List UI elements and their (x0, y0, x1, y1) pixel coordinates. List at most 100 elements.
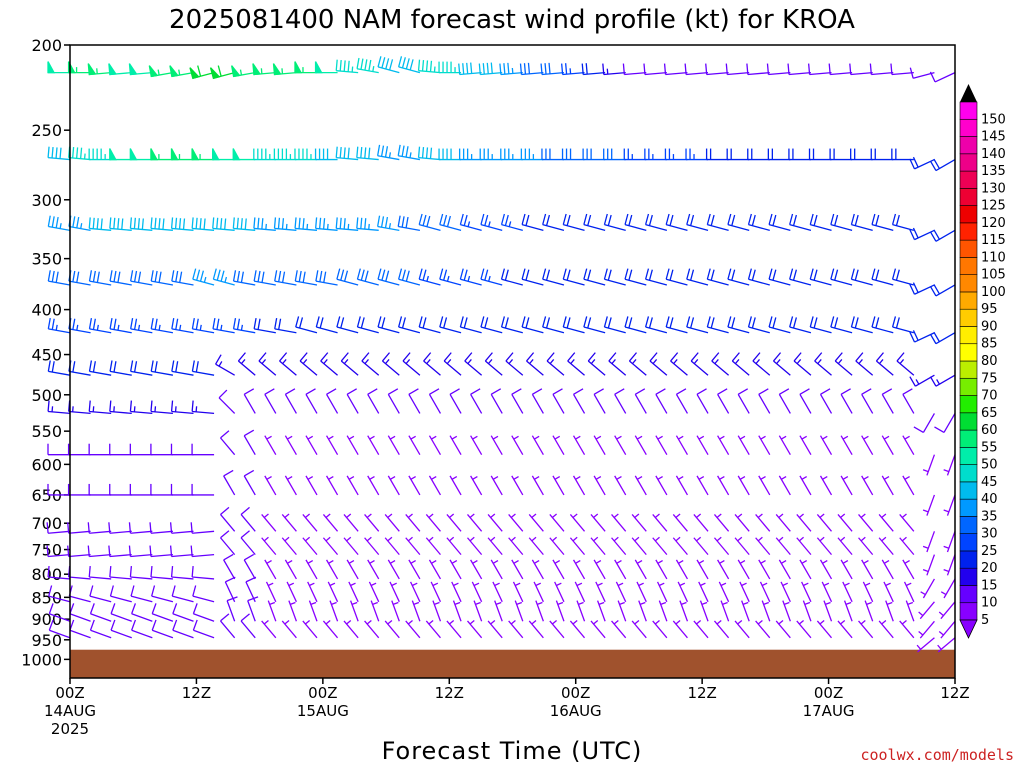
wind-barb (243, 388, 256, 414)
wind-barb (264, 475, 277, 496)
barb-half-flag (449, 619, 455, 625)
barb-half-flag (554, 435, 561, 440)
barb-staff (470, 394, 483, 414)
barb-full-flag (245, 576, 257, 583)
barb-half-flag (714, 358, 719, 365)
barb-staff (233, 280, 256, 286)
barb-full-flag (933, 158, 940, 169)
barb-full-flag (47, 566, 50, 578)
barb-staff (193, 629, 215, 639)
barb-staff (926, 454, 936, 476)
barb-staff (552, 394, 565, 414)
wind-barb (739, 581, 750, 603)
barb-full-flag (405, 58, 410, 70)
wind-barb (302, 619, 318, 639)
barb-full-flag (463, 317, 468, 329)
barb-half-flag (920, 591, 926, 596)
barb-staff (327, 581, 339, 603)
wind-barb (508, 619, 524, 639)
barb-staff (68, 225, 91, 231)
barb-full-flag (192, 619, 198, 631)
wind-barb (849, 63, 873, 76)
barb-staff (634, 559, 647, 580)
wind-barb (552, 559, 565, 580)
wind-barb (807, 63, 832, 76)
wind-barb (88, 443, 112, 456)
colorbar-swatch (959, 136, 978, 155)
barb-staff (295, 227, 318, 231)
barb-staff (511, 559, 524, 580)
barb-staff (480, 326, 503, 334)
barb-full-flag (834, 317, 839, 329)
wind-barb (223, 553, 236, 580)
wind-barb (470, 475, 483, 496)
wind-barb (767, 148, 791, 161)
barb-staff (226, 600, 236, 622)
colorbar-swatch (959, 205, 978, 224)
barb-half-flag (387, 513, 393, 519)
barb-staff (878, 620, 894, 639)
barb-full-flag (425, 147, 429, 159)
barb-staff (69, 613, 91, 622)
barb-staff (274, 328, 297, 334)
barb-full-flag (92, 361, 96, 373)
colorbar-tick-label: 15 (981, 578, 998, 593)
wind-barb (561, 63, 585, 76)
barb-full-flag (278, 270, 282, 282)
wind-barb (793, 352, 812, 376)
barb-half-flag (639, 601, 646, 605)
barb-half-flag (426, 275, 429, 282)
barb-half-flag (842, 476, 849, 480)
barb-half-flag (760, 476, 766, 480)
barb-half-flag (531, 619, 537, 625)
barb-staff (254, 280, 276, 286)
wind-barb (816, 513, 833, 532)
barb-staff (69, 629, 91, 639)
barb-full-flag (368, 147, 371, 159)
wind-barb (88, 317, 112, 334)
barb-half-flag (654, 513, 660, 519)
barb-half-flag (369, 560, 375, 564)
barb-full-flag (429, 147, 433, 159)
barb-staff (593, 435, 606, 456)
barb-full-flag (731, 352, 740, 362)
wind-barb (264, 388, 277, 414)
barb-staff (470, 435, 483, 456)
barb-half-flag (760, 560, 766, 564)
barb-staff (851, 224, 873, 231)
barb-staff (707, 224, 729, 231)
barb-full-flag (129, 400, 133, 412)
barb-half-flag (943, 509, 950, 513)
wind-barb (922, 531, 936, 553)
barb-half-flag (739, 560, 746, 564)
colorbar-swatch (959, 585, 978, 604)
wind-barb (150, 317, 174, 334)
wind-barb (192, 585, 215, 603)
barb-staff (325, 475, 339, 496)
barb-half-flag (534, 560, 540, 564)
barb-staff (696, 435, 709, 456)
y-tick-label: 550 (31, 422, 62, 441)
barb-half-flag (822, 476, 828, 480)
wind-barb (391, 600, 400, 622)
barb-half-flag (472, 560, 478, 564)
wind-barb (172, 619, 194, 639)
wind-barb (356, 268, 379, 286)
barb-staff (48, 553, 71, 558)
wind-barb (267, 600, 277, 622)
barb-full-flag (670, 352, 679, 362)
wind-barb (850, 316, 873, 334)
barb-staff (220, 537, 236, 556)
wind-barb (816, 536, 833, 556)
wind-barb (46, 545, 71, 558)
wind-barb (350, 600, 359, 622)
barb-staff (490, 559, 503, 580)
barb-full-flag (360, 146, 363, 159)
wind-barb (171, 585, 194, 603)
wind-barb (643, 63, 667, 76)
barb-half-flag (510, 513, 516, 519)
barb-full-flag (48, 619, 54, 631)
barb-full-flag (463, 214, 468, 226)
wind-barb (752, 352, 771, 376)
barb-full-flag (236, 217, 239, 229)
